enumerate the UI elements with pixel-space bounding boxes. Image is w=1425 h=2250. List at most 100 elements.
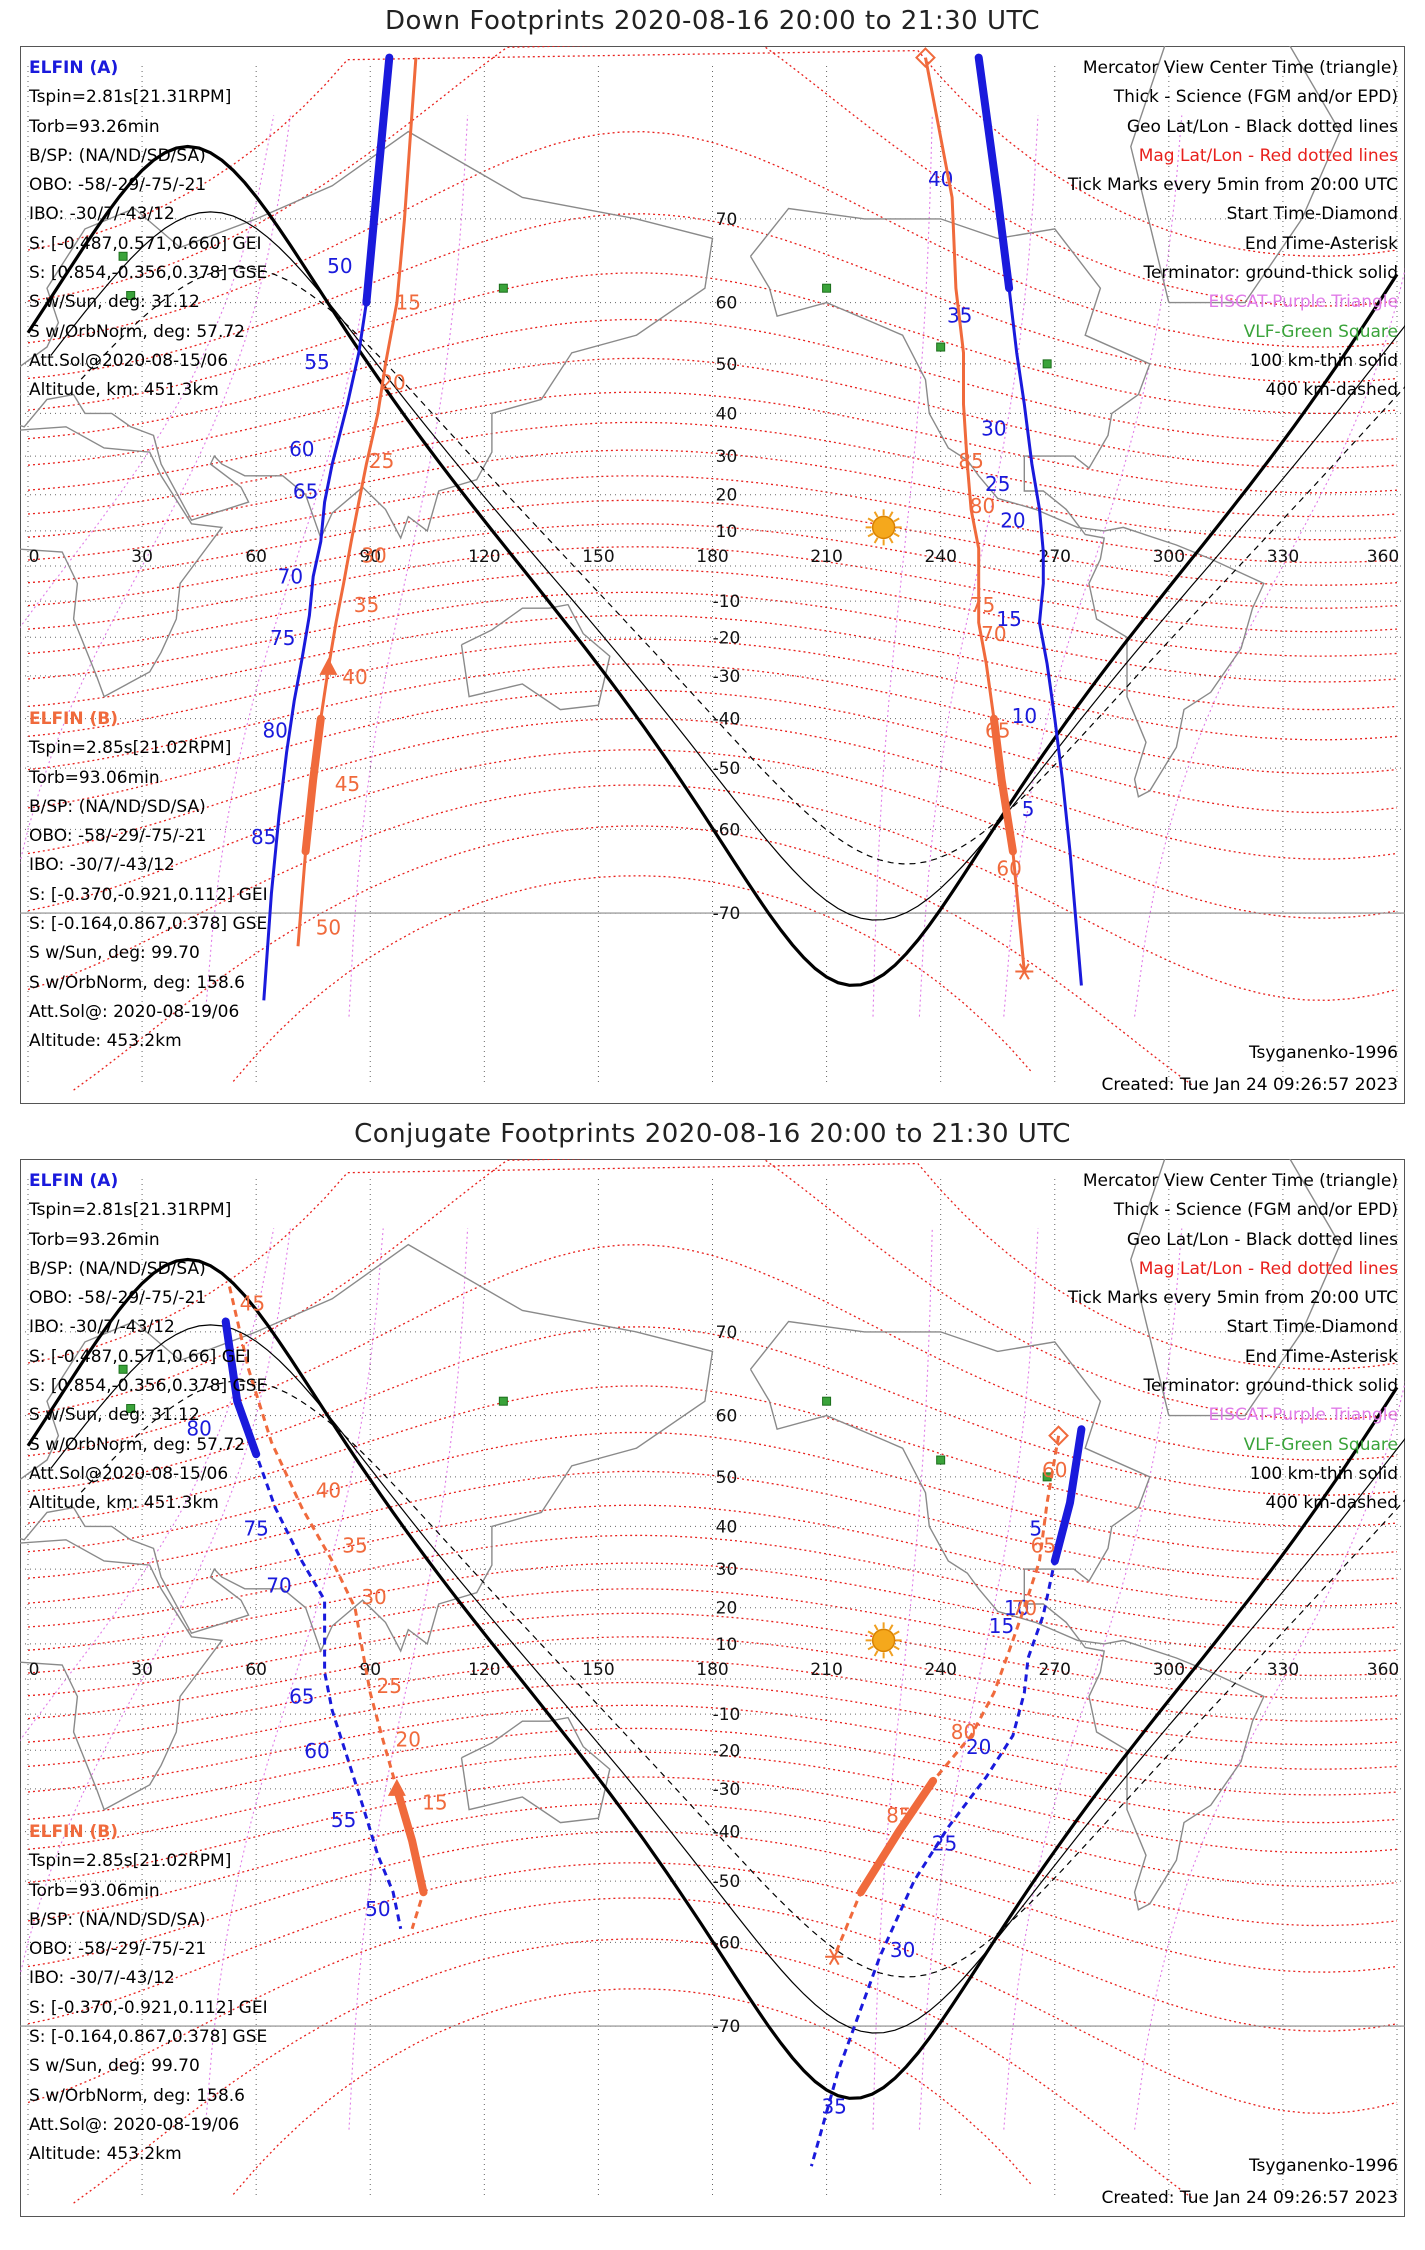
- lon-tick-label: 0: [29, 547, 40, 567]
- mag-lat-line: [73, 1938, 1192, 2204]
- coastline: [20, 1243, 714, 1653]
- lon-tick-label: 360: [1367, 1660, 1399, 1680]
- lon-tick-label: 270: [1039, 547, 1071, 567]
- lon-tick-label: 120: [468, 1660, 500, 1680]
- mag-lat-line: [27, 784, 1398, 1001]
- footprint-track: [262, 57, 391, 1001]
- view-center-triangle: [319, 657, 338, 675]
- elfin-b-line: Torb=93.06min: [29, 767, 160, 788]
- vlf-station-square: [822, 1396, 832, 1406]
- lat-tick-label: -10: [713, 1705, 741, 1725]
- lat-tick-label: 70: [716, 1323, 738, 1343]
- mag-lon-line: [918, 1228, 1039, 2130]
- elfin-b-title: ELFIN (B): [29, 1822, 119, 1842]
- elfin-a-line: IBO: -30/7/-43/12: [29, 204, 175, 225]
- track-tick-label: 40: [342, 665, 367, 689]
- elfin-a-line: S w/OrbNorm, deg: 57.72: [29, 321, 246, 342]
- track-tick-label: 40: [316, 1479, 341, 1503]
- sun-ray: [888, 537, 894, 544]
- mag-lat-line: [27, 46, 1398, 307]
- elfin-a-line: S w/Sun, deg: 31.12: [29, 292, 200, 313]
- lat-tick-label: -40: [713, 1823, 741, 1843]
- science-segment: [392, 1784, 428, 1897]
- mag-lat-line: [27, 1727, 1398, 1824]
- mag-lat-line: [27, 391, 1398, 494]
- elfin-b-line: OBO: -58/-29/-75/-21: [29, 826, 207, 847]
- sun-ray: [888, 511, 894, 518]
- sun-icon: [871, 1628, 896, 1653]
- track-tick-label: 80: [951, 1720, 976, 1744]
- track-tick-label: 80: [186, 1417, 211, 1441]
- track-tick-label: 65: [1031, 1534, 1056, 1558]
- sun-ray: [893, 517, 900, 523]
- mag-lon-line: [204, 1228, 384, 2130]
- elfin-a-line: IBO: -30/7/-43/12: [29, 1317, 175, 1338]
- mag-lat-line: [27, 1159, 1398, 1420]
- mag-lat-line: [27, 1504, 1398, 1607]
- lat-tick-label: 20: [716, 486, 738, 506]
- legend-item: Geo Lat/Lon - Black dotted lines: [1126, 1229, 1398, 1250]
- mag-lat-line: [27, 1244, 1398, 1461]
- terminator-400km: [80, 1380, 1405, 1978]
- lon-tick-label: 30: [131, 1660, 153, 1680]
- track-tick-label: 50: [365, 1897, 390, 1921]
- track-tick-label: 75: [270, 626, 295, 650]
- elfin-b-line: S: [-0.164,0.867,0.378] GSE: [29, 914, 268, 935]
- conjugate-footprints-panel: Conjugate Footprints 2020-08-16 20:00 to…: [0, 1113, 1425, 2221]
- elfin-a-info: ELFIN (A) Tspin=2.81s[21.31RPM] Torb=93.…: [29, 54, 267, 406]
- legend-item: Start Time-Diamond: [1226, 204, 1398, 225]
- lat-tick-label: -20: [713, 1741, 741, 1761]
- footprint-track: [228, 1286, 426, 1930]
- legend: Mercator View Center Time (triangle) Thi…: [1068, 1167, 1398, 1519]
- sun-ray: [893, 1630, 900, 1636]
- track-tick-label: 70: [266, 1574, 291, 1598]
- legend-item: 100 km-thin solid: [1249, 1463, 1398, 1484]
- lat-tick-label: -60: [713, 820, 741, 840]
- sun-ray: [867, 517, 874, 523]
- lat-tick-label: -50: [713, 759, 741, 779]
- elfin-b-line: Tspin=2.85s[21.02RPM]: [29, 1851, 232, 1872]
- mag-lat-line: [27, 1562, 1398, 1654]
- lat-tick-label: 30: [716, 1560, 738, 1580]
- track-tick-label: 45: [335, 772, 360, 796]
- sun-ray: [888, 1624, 894, 1631]
- sun-ray: [867, 532, 874, 538]
- legend-item: Tick Marks every 5min from 20:00 UTC: [1067, 1288, 1398, 1309]
- track-tick-label: 25: [985, 472, 1010, 496]
- elfin-b-line: S: [-0.164,0.867,0.378] GSE: [29, 2027, 268, 2048]
- lat-tick-label: 60: [716, 294, 738, 314]
- map-frame: [20, 1159, 1405, 2217]
- coastline: [749, 207, 1265, 798]
- vlf-station-square: [936, 1455, 946, 1465]
- legend-item: End Time-Asterisk: [1244, 233, 1398, 254]
- track-tick-label: 30: [981, 416, 1006, 440]
- mag-lat-line: [27, 1612, 1398, 1699]
- track-tick-label: 20: [966, 1735, 991, 1759]
- mag-lon-line: [872, 1228, 933, 2130]
- vlf-station-square: [1042, 359, 1052, 369]
- lat-tick-label: 20: [716, 1599, 738, 1619]
- track-tick-label: 30: [361, 544, 386, 568]
- legend-item: 100 km-thin solid: [1249, 350, 1398, 371]
- mag-lat-line: [27, 689, 1398, 814]
- panel-title: Conjugate Footprints 2020-08-16 20:00 to…: [354, 1119, 1071, 1149]
- mag-lat-line: [27, 749, 1398, 919]
- elfin-a-line: S: [-0.487,0.571,0.66] GEI: [29, 1346, 251, 1367]
- lat-tick-label: 70: [716, 210, 738, 230]
- elfin-a-line: S: [-0.487,0.571,0.660] GEI: [29, 233, 262, 254]
- lat-tick-label: 30: [716, 447, 738, 467]
- terminator-ground: [26, 1257, 1399, 2100]
- mag-lat-line: [27, 1862, 1398, 2032]
- legend-item: Thick - Science (FGM and/or EPD): [1113, 87, 1398, 108]
- elfin-b-line: Altitude: 453.2km: [29, 1031, 182, 1052]
- track-tick-label: 60: [289, 437, 314, 461]
- track-tick-label: 70: [278, 564, 303, 588]
- track-tick-label: 10: [1012, 704, 1037, 728]
- coastline: [749, 1320, 1265, 1911]
- track-tick-label: 30: [361, 1585, 386, 1609]
- lat-tick-label: -20: [713, 628, 741, 648]
- elfin-a-title: ELFIN (A): [29, 58, 119, 78]
- terminator-100km: [50, 1324, 1405, 2034]
- lon-tick-label: 180: [696, 1660, 728, 1680]
- lat-tick-label: -10: [713, 592, 741, 612]
